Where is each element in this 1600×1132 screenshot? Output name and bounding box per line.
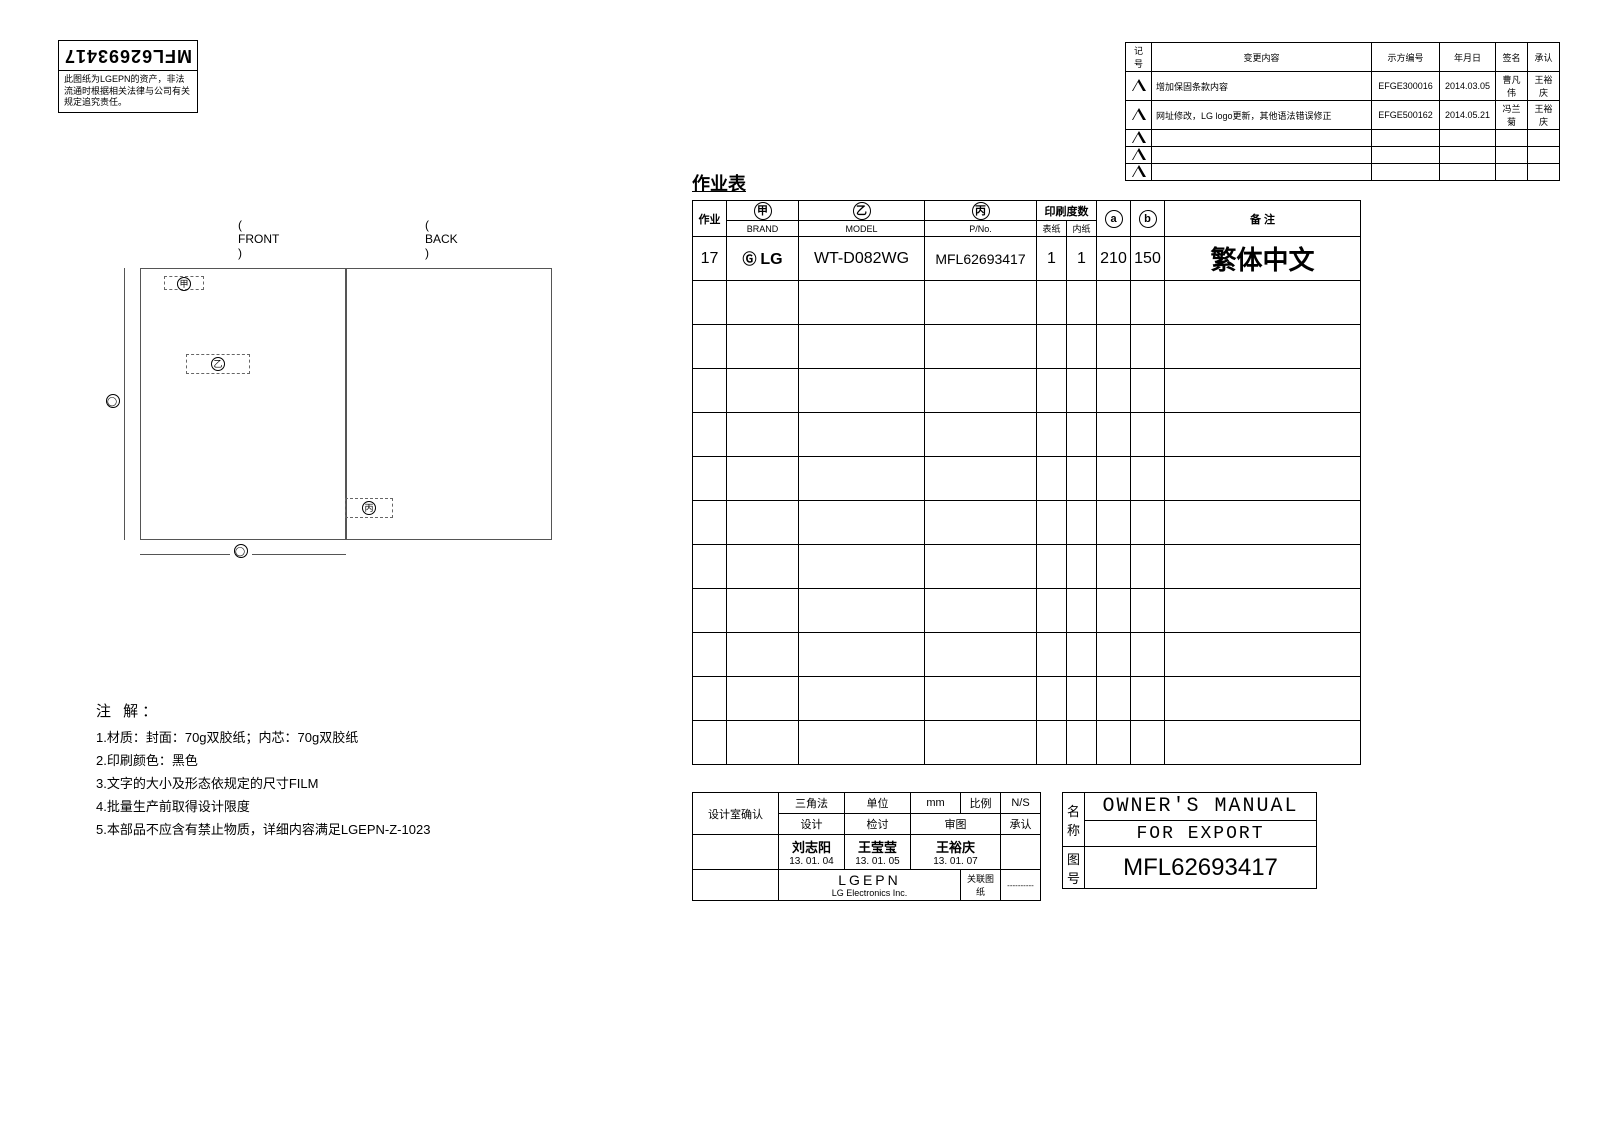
approval-name: 王莹莹 13. 01. 05 [845, 835, 911, 870]
rev-mark: 2 [1126, 101, 1152, 130]
table-row [693, 501, 1361, 545]
dim-line-v [124, 268, 125, 540]
approval-cell: 审图 [911, 814, 1001, 835]
wt-header: b [1131, 201, 1165, 237]
dim-circle-v: ◯ [106, 394, 120, 408]
note-item: 1.材质：封面：70g双胶纸；内芯：70g双胶纸 [96, 727, 430, 746]
wt-header: 乙 [799, 201, 925, 221]
wt-subheader: P/No. [925, 221, 1037, 237]
table-row [693, 545, 1361, 589]
approval-label: 设计室确认 [693, 793, 779, 835]
approval-cell: 承认 [1001, 814, 1041, 835]
rev-ref: EFGE500162 [1372, 101, 1440, 130]
notes-title: 注 解： [96, 700, 430, 721]
mark-b: 丙 [345, 498, 393, 518]
wt-pno: MFL62693417 [925, 237, 1037, 281]
wt-subheader: 表纸 [1037, 221, 1067, 237]
part-number: MFL62693417 [59, 41, 197, 70]
rev-mark: 3 [1126, 130, 1152, 147]
note-item: 2.印刷颜色：黑色 [96, 750, 430, 769]
wt-remark: 繁体中文 [1165, 237, 1361, 281]
dwg-number: MFL62693417 [1085, 847, 1317, 889]
note-item: 5.本部品不应含有禁止物质，详细内容满足LGEPN-Z-1023 [96, 819, 430, 838]
wt-header: 备 注 [1165, 201, 1361, 237]
wt-header: 丙 [925, 201, 1037, 221]
part-number-box: MFL62693417 此图纸为LGEPN的资产，非法流通时根据相关法律与公司有… [58, 40, 198, 113]
rev-approve: 王裕庆 [1528, 72, 1560, 101]
wt-header: 作业 [693, 201, 727, 237]
note-item: 4.批量生产前取得设计限度 [96, 796, 430, 815]
table-row [693, 589, 1361, 633]
approval-cell: mm [911, 793, 961, 814]
approval-org: LGEPN LG Electronics Inc. [779, 870, 961, 901]
table-row [693, 413, 1361, 457]
mark-a: 乙 [186, 354, 250, 374]
notes: 注 解： 1.材质：封面：70g双胶纸；内芯：70g双胶纸 2.印刷颜色：黑色 … [96, 700, 430, 842]
rev-header: 年月日 [1440, 43, 1496, 72]
wt-header: 甲 [727, 201, 799, 221]
rev-content: 增加保固条款内容 [1152, 72, 1372, 101]
approval-cell: 单位 [845, 793, 911, 814]
rev-sign: 冯兰菊 [1496, 101, 1528, 130]
rev-date: 2014.03.05 [1440, 72, 1496, 101]
note-item: 3.文字的大小及形态依规定的尺寸FILM [96, 773, 430, 792]
rev-header: 示方编号 [1372, 43, 1440, 72]
approval-cell: 设计 [779, 814, 845, 835]
book-front [140, 268, 346, 540]
doc-title: OWNER'S MANUAL [1085, 793, 1317, 821]
wt-cover: 1 [1037, 237, 1067, 281]
table-row [693, 281, 1361, 325]
disclaimer-text: 此图纸为LGEPN的资产，非法流通时根据相关法律与公司有关规定追究责任。 [59, 70, 197, 112]
rev-approve: 王裕庆 [1528, 101, 1560, 130]
approval-cell: 检讨 [845, 814, 911, 835]
table-row [693, 369, 1361, 413]
book-diagram: ◯ 甲 乙 丙 ◯ [106, 254, 576, 564]
approval-dash: ---------- [1001, 870, 1041, 901]
work-table-title: 作业表 [692, 170, 746, 196]
dim-circle-h: ◯ [230, 544, 252, 558]
wt-model: WT-D082WG [799, 237, 925, 281]
approval-related: 关联图纸 [961, 870, 1001, 901]
wt-job: 17 [693, 237, 727, 281]
rev-mark: 1 [1126, 72, 1152, 101]
rev-header: 签名 [1496, 43, 1528, 72]
rev-header: 记号 [1126, 43, 1152, 72]
dwg-label: 图号 [1063, 847, 1085, 889]
wt-header: a [1097, 201, 1131, 237]
table-row [693, 677, 1361, 721]
approval-cell: N/S [1001, 793, 1041, 814]
rev-mark: 5 [1126, 164, 1152, 181]
rev-ref: EFGE300016 [1372, 72, 1440, 101]
wt-subheader: BRAND [727, 221, 799, 237]
rev-sign: 曹凡伟 [1496, 72, 1528, 101]
doc-subtitle: FOR EXPORT [1085, 821, 1317, 847]
revision-table: 记号 变更内容 示方编号 年月日 签名 承认 1 增加保固条款内容 EFGE30… [1125, 42, 1560, 181]
approval-table: 设计室确认 三角法 单位 mm 比例 N/S 设计 检讨 审图 承认 刘志阳 1… [692, 792, 1041, 901]
wt-brand: Ⓖ LG [727, 237, 799, 281]
wt-subheader: 内纸 [1067, 221, 1097, 237]
table-row [693, 721, 1361, 765]
wt-inner: 1 [1067, 237, 1097, 281]
approval-cell: 三角法 [779, 793, 845, 814]
table-row [693, 633, 1361, 677]
wt-a: 210 [1097, 237, 1131, 281]
rev-content: 网址修改，LG logo更新，其他语法错误修正 [1152, 101, 1372, 130]
approval-cell: 比例 [961, 793, 1001, 814]
wt-subheader: MODEL [799, 221, 925, 237]
table-row [693, 325, 1361, 369]
title-block: 名称 OWNER'S MANUAL FOR EXPORT 图号 MFL62693… [1062, 792, 1317, 889]
logo-mark: 甲 [164, 276, 204, 290]
wt-header: 印刷度数 [1037, 201, 1097, 221]
rev-header: 变更内容 [1152, 43, 1372, 72]
approval-name: 刘志阳 13. 01. 04 [779, 835, 845, 870]
work-table: 作业 甲 乙 丙 印刷度数 a b 备 注 BRAND MODEL P/No. … [692, 200, 1361, 765]
table-row [693, 457, 1361, 501]
approval-name: 王裕庆 13. 01. 07 [911, 835, 1001, 870]
wt-b: 150 [1131, 237, 1165, 281]
rev-mark: 4 [1126, 147, 1152, 164]
rev-header: 承认 [1528, 43, 1560, 72]
title-label: 名称 [1063, 793, 1085, 847]
rev-date: 2014.05.21 [1440, 101, 1496, 130]
